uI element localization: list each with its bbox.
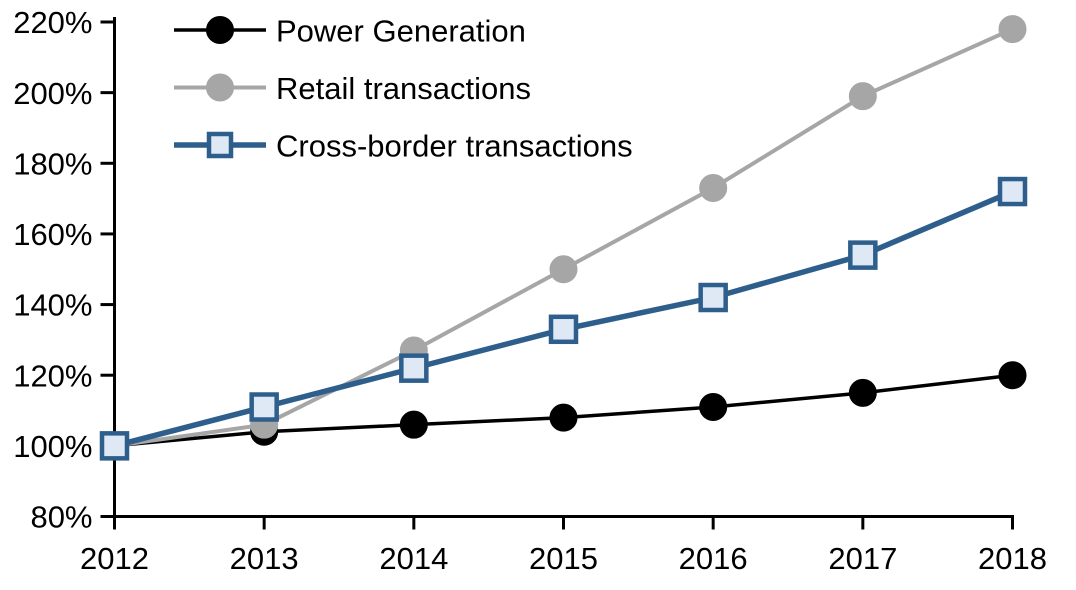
legend-label-retail-transactions: Retail transactions (276, 71, 531, 106)
y-axis-tick-label-220: 220% (13, 5, 92, 40)
cross-border-transactions-marker-2012 (99, 431, 130, 461)
y-axis-tick-label-100: 100% (13, 429, 92, 464)
y-axis-tick-label-160: 160% (13, 217, 92, 252)
x-axis-tick-label-2013: 2013 (230, 541, 299, 576)
cross-border-transactions-marker-2014 (399, 353, 429, 383)
cross-border-transactions-marker-legend-icon (206, 131, 234, 159)
legend-item-power-generation: Power Generation (174, 13, 526, 48)
cross-border-transactions-marker-2016 (698, 282, 728, 313)
power-generation-marker-2016 (699, 393, 728, 422)
x-axis-tick-label-2018: 2018 (978, 541, 1047, 576)
retail-transactions-marker-2018 (998, 15, 1027, 44)
y-axis-tick-label-200: 200% (13, 76, 92, 111)
cross-border-transactions-marker-2017 (848, 240, 878, 270)
cross-border-transactions-marker-2015 (548, 314, 579, 345)
legend-item-retail-transactions: Retail transactions (174, 71, 531, 106)
retail-transactions-marker-2017 (848, 82, 877, 111)
cross-border-transactions-marker-2018 (997, 176, 1028, 207)
retail-transactions-marker-2015 (549, 255, 578, 284)
y-axis-tick-label-180: 180% (13, 146, 92, 181)
y-axis-tick-label-120: 120% (13, 358, 92, 393)
legend-label-power-generation: Power Generation (276, 13, 526, 48)
legend-label-cross-border-transactions: Cross-border transactions (276, 128, 633, 163)
x-axis-tick-label-2016: 2016 (679, 541, 748, 576)
retail-transactions-marker-legend-icon (206, 73, 234, 102)
x-axis-tick-label-2012: 2012 (80, 541, 149, 576)
legend: Power Generation Retail transactions Cross… (174, 13, 633, 163)
retail-transactions-marker-2016 (699, 174, 728, 203)
power-generation-marker-legend-icon (206, 16, 234, 44)
power-generation-marker-2015 (549, 403, 578, 432)
series-cross-border-transactions (99, 176, 1028, 461)
x-axis-tick-label-2015: 2015 (529, 541, 598, 576)
x-axis-tick-label-2017: 2017 (828, 541, 897, 576)
y-axis-tick-label-140: 140% (13, 288, 92, 323)
retail-transactions-line (114, 27, 1014, 448)
legend-item-cross-border-transactions: Cross-border transactions (174, 128, 633, 163)
x-axis-tick-label-2014: 2014 (379, 541, 448, 576)
power-generation-marker-2017 (848, 378, 877, 407)
power-generation-marker-2014 (399, 410, 428, 439)
y-axis-tick-label-80: 80% (30, 500, 92, 535)
cross-border-transactions-marker-2013 (249, 392, 279, 422)
series-retail-transactions (100, 15, 1027, 460)
power-generation-marker-2018 (998, 361, 1027, 390)
